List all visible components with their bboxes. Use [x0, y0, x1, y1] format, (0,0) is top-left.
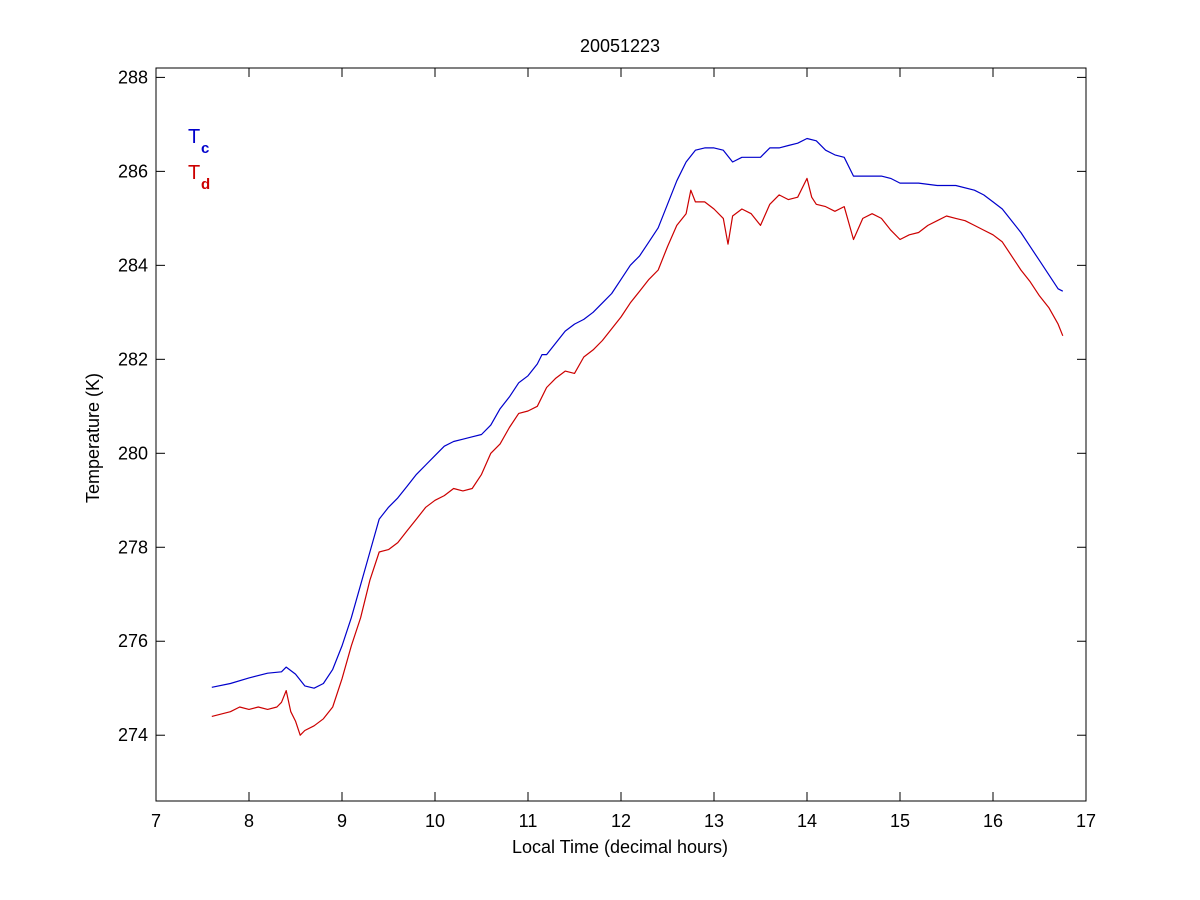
plot-area [155, 67, 1087, 802]
y-tick-label: 274 [118, 725, 148, 745]
legend-entry-Tc: T [188, 126, 200, 148]
y-axis-label: Temperature (K) [83, 373, 103, 503]
y-tick-label: 276 [118, 631, 148, 651]
series-line-Tc [211, 137, 1064, 689]
x-tick-label: 10 [425, 811, 445, 831]
y-tick-label: 288 [118, 67, 148, 87]
y-tick-label: 286 [118, 161, 148, 181]
x-tick-label: 17 [1076, 811, 1096, 831]
x-tick-label: 14 [797, 811, 817, 831]
series-lines [211, 137, 1064, 736]
y-tick-label: 282 [118, 349, 148, 369]
legend-subscript: d [201, 176, 210, 193]
x-tick-label: 13 [704, 811, 724, 831]
plot-frame [155, 67, 1087, 802]
y-tick-label: 280 [118, 443, 148, 463]
legend-entry-Td: T [188, 162, 200, 184]
x-tick-label: 7 [151, 811, 161, 831]
x-tick-label: 11 [519, 811, 538, 831]
y-tick-label: 284 [118, 255, 148, 275]
axis-ticks: 7 8 9 10 11 12 13 14 15 16 17 274 276 278 280 282 284 286… [118, 67, 1096, 831]
x-axis-label: Local Time (decimal hours) [512, 837, 728, 857]
x-tick-label: 12 [611, 811, 631, 831]
x-tick-label: 15 [890, 811, 910, 831]
x-tick-label: 8 [244, 811, 254, 831]
legend-subscript: c [201, 140, 209, 157]
x-tick-label: 9 [337, 811, 347, 831]
x-tick-label: 16 [983, 811, 1003, 831]
chart-title: 20051223 [580, 36, 660, 56]
y-tick-label: 278 [118, 537, 148, 557]
series-line-Td [211, 177, 1064, 736]
